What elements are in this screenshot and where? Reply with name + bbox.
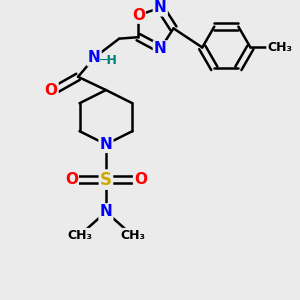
Text: N: N <box>100 204 112 219</box>
Text: S: S <box>100 171 112 189</box>
Text: CH₃: CH₃ <box>67 229 92 242</box>
Text: N: N <box>154 0 167 15</box>
Text: O: O <box>44 82 58 98</box>
Text: O: O <box>65 172 78 187</box>
Text: N: N <box>100 137 112 152</box>
Text: CH₃: CH₃ <box>267 41 292 54</box>
Text: ─H: ─H <box>99 54 117 67</box>
Text: N: N <box>88 50 100 65</box>
Text: CH₃: CH₃ <box>120 229 145 242</box>
Text: O: O <box>132 8 145 23</box>
Text: O: O <box>134 172 147 187</box>
Text: N: N <box>154 41 167 56</box>
